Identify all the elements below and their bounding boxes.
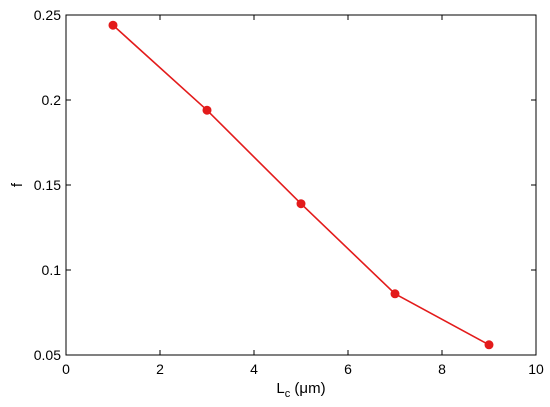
y-axis-label: f [9, 182, 26, 187]
x-tick-label: 6 [344, 361, 352, 377]
x-axis-label: Lc (μm) [276, 380, 325, 400]
series-layer [108, 20, 494, 350]
data-point [484, 340, 494, 350]
x-axis: 0 2 4 6 8 10 [62, 15, 544, 377]
x-tick-label: 2 [156, 361, 164, 377]
x-axis-label-subscript: c [285, 388, 291, 400]
x-axis-label-unit: (μm) [290, 380, 325, 397]
x-tick-label: 4 [250, 361, 258, 377]
y-tick-label: 0.25 [34, 7, 61, 23]
y-tick-label: 0.15 [34, 177, 61, 193]
y-tick-label: 0.2 [42, 92, 62, 108]
data-point [202, 105, 212, 115]
x-axis-label-main: L [276, 380, 284, 397]
data-point [296, 199, 306, 209]
y-tick-label: 0.1 [42, 262, 62, 278]
x-tick-label: 10 [528, 361, 544, 377]
x-tick-label: 8 [438, 361, 446, 377]
x-tick-label: 0 [62, 361, 70, 377]
data-point [390, 289, 400, 299]
data-point [108, 20, 118, 30]
y-tick-label: 0.05 [34, 347, 61, 363]
y-axis: 0.05 0.1 0.15 0.2 0.25 [34, 7, 536, 363]
